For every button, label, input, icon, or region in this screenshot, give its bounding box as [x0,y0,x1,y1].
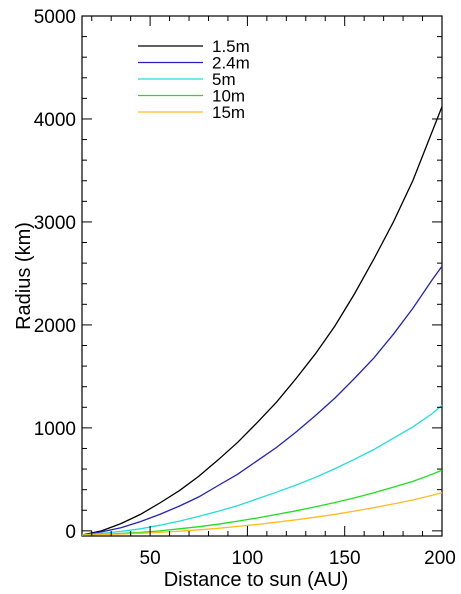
x-tick-label: 200 [424,548,456,569]
y-tick-label: 0 [65,522,76,543]
y-tick-label: 4000 [34,110,76,131]
y-tick-label: 2000 [34,316,76,337]
y-tick-label: 1000 [34,419,76,440]
series-line-5m [81,404,443,536]
series-line-10m [81,469,443,536]
legend-label-2.4m: 2.4m [212,54,250,73]
x-tick-label: 100 [232,548,264,569]
plot-frame [81,15,443,537]
series-layer [81,106,443,536]
y-tick-label: 3000 [34,213,76,234]
legend-label-10m: 10m [212,87,245,106]
legend-label-1.5m: 1.5m [212,37,250,56]
x-tick-label: 150 [329,548,361,569]
series-line-2.4m [81,265,443,536]
axes-layer: 0 1000 2000 3000 4000 5000 50 100 150 200 [34,7,456,569]
y-tick-label: 5000 [34,7,76,28]
series-line-15m [81,492,443,536]
plot-area [81,15,443,537]
y-axis-title: Radius (km) [13,222,35,330]
x-axis-title: Distance to sun (AU) [164,569,349,591]
series-line-1.5m [81,106,443,536]
legend-label-5m: 5m [212,70,236,89]
x-tick-label: 50 [140,548,161,569]
legend-label-15m: 15m [212,103,245,122]
